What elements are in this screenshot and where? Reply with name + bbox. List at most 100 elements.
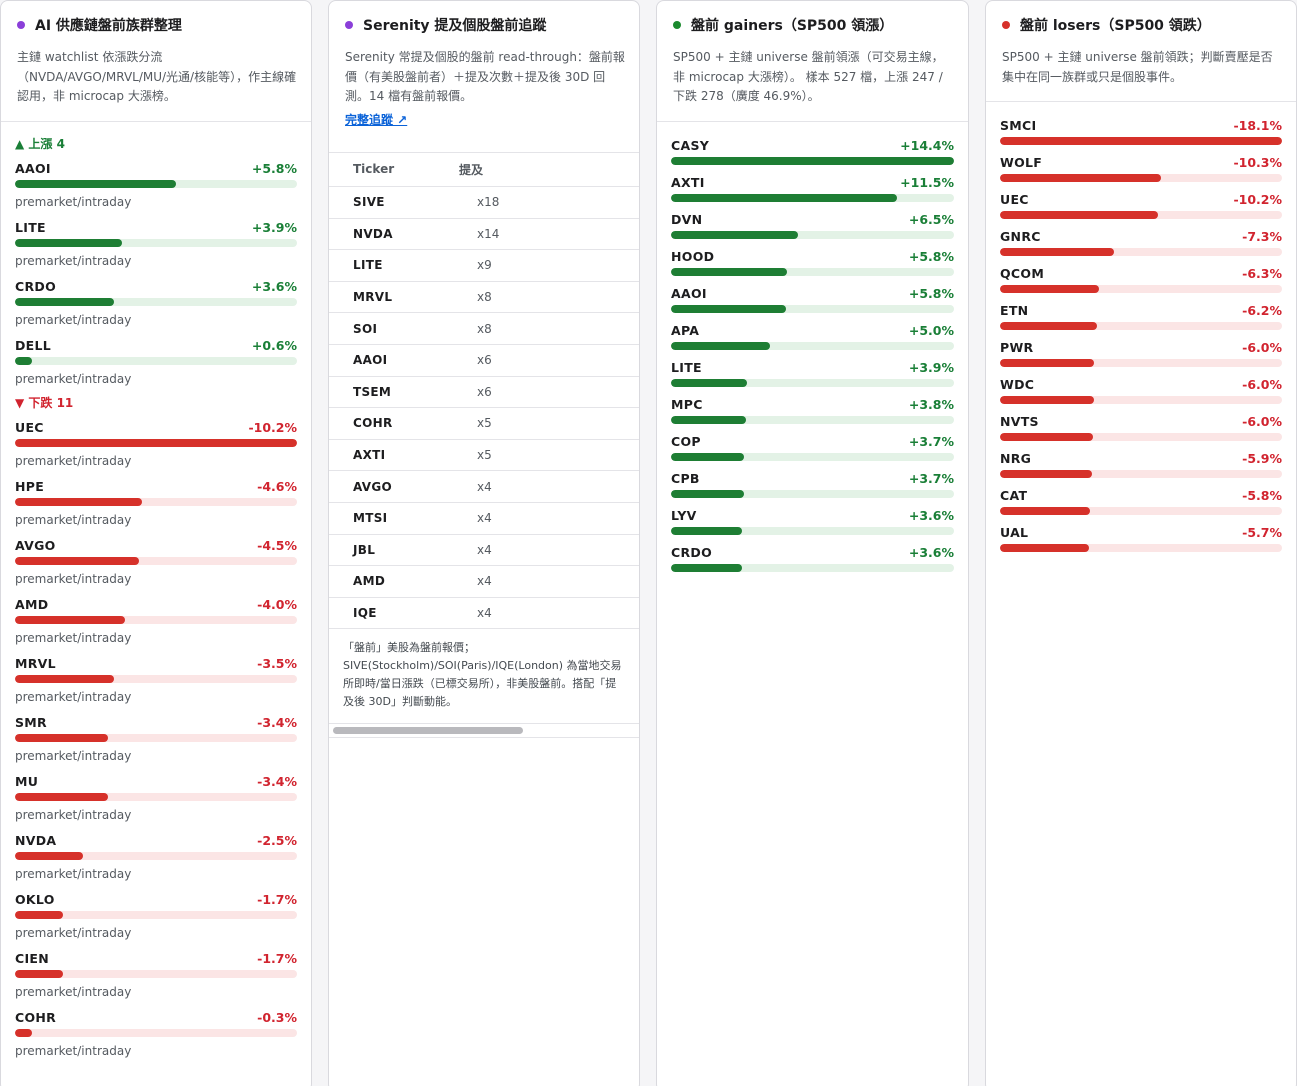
change-bar-fill [1000,544,1089,552]
session-note: premarket/intraday [15,808,132,822]
ticker-row[interactable]: AVGO -4.5% premarket/intraday [15,536,297,589]
ticker-row[interactable]: NRG -5.9% [1000,449,1282,478]
ticker-row[interactable]: SMR -3.4% premarket/intraday [15,713,297,766]
ticker-row[interactable]: MU -3.4% premarket/intraday [15,772,297,825]
ticker-row[interactable]: CAT -5.8% [1000,486,1282,515]
change-bar-track [15,298,297,306]
ticker-row[interactable]: UEC -10.2% premarket/intraday [15,418,297,471]
change-bar-fill [1000,211,1158,219]
mentions-table-container[interactable]: Ticker 提及 SIVEx180.0%·StockhNVDAx14-2.LI… [329,151,639,630]
ticker-row[interactable]: UEC -10.2% [1000,190,1282,219]
session-note: premarket/intraday [15,454,132,468]
session-note: premarket/intraday [15,254,132,268]
mention-count-cell: x6 [435,344,531,377]
change-bar-track [1000,470,1282,478]
ticker-symbol: MU [15,773,39,789]
ticker-row[interactable]: HOOD +5.8% [671,247,954,276]
ticker-row[interactable]: COP +3.7% [671,432,954,461]
change-bar-track [15,357,297,365]
ticker-row-header: CASY +14.4% [671,136,954,154]
change-bar-track [1000,248,1282,256]
ticker-symbol: HPE [15,478,45,494]
change-bar-fill [671,268,788,276]
ticker-row-header: PWR -6.0% [1000,338,1282,356]
ticker-row[interactable]: CRDO +3.6% [671,543,954,572]
ticker-row[interactable]: COHR -0.3% premarket/intraday [15,1008,297,1061]
change-bar-track [671,342,954,350]
ticker-row[interactable]: AMD -4.0% premarket/intraday [15,595,297,648]
mention-count-cell: x8 [435,312,531,345]
ticker-row[interactable]: AAOI +5.8% premarket/intraday [15,159,297,212]
mention-count-cell: x6 [435,376,531,409]
change-bar-fill [671,416,746,424]
ticker-row[interactable]: CRDO +3.6% premarket/intraday [15,277,297,330]
ticker-row[interactable]: LITE +3.9% [671,358,954,387]
ticker-row[interactable]: CASY +14.4% [671,136,954,165]
ticker-row[interactable]: LYV +3.6% [671,506,954,535]
change-bar-fill [1000,470,1092,478]
session-note: premarket/intraday [15,631,132,645]
ticker-row[interactable]: WOLF -10.3% [1000,153,1282,182]
ticker-row[interactable]: ETN -6.2% [1000,301,1282,330]
up-list: AAOI +5.8% premarket/intraday LITE +3.9% prem… [15,159,297,389]
ticker-row[interactable]: CIEN -1.7% premarket/intraday [15,949,297,1002]
ticker-row[interactable]: AAOI +5.8% [671,284,954,313]
change-bar-fill [15,439,297,447]
ticker-row[interactable]: DELL +0.6% premarket/intraday [15,336,297,389]
table-row[interactable]: SIVEx180.0%·Stockh [329,186,639,219]
ticker-row-header: LYV +3.6% [671,506,954,524]
table-header-row: Ticker 提及 [329,152,639,187]
session-note: premarket/intraday [15,1044,132,1058]
ticker-row[interactable]: QCOM -6.3% [1000,264,1282,293]
full-tracking-link[interactable]: 完整追蹤 ↗ [345,112,408,127]
change-bar-fill [15,734,109,742]
ticker-row[interactable]: AXTI +11.5% [671,173,954,202]
ticker-row[interactable]: APA +5.0% [671,321,954,350]
premarket-change-cell: -4. [531,470,639,503]
session-note: premarket/intraday [15,985,132,999]
ticker-row[interactable]: GNRC -7.3% [1000,227,1282,256]
mention-count-cell: x5 [435,407,531,440]
ticker-row[interactable]: OKLO -1.7% premarket/intraday [15,890,297,943]
ticker-row[interactable]: HPE -4.6% premarket/intraday [15,477,297,530]
change-percent: -3.4% [257,714,297,730]
ticker-row[interactable]: SMCI -18.1% [1000,116,1282,145]
ticker-row[interactable]: MPC +3.8% [671,395,954,424]
scrollbar-thumb[interactable] [333,727,523,735]
column-header-mentions[interactable]: 提及 [435,152,531,187]
status-dot-icon [673,21,681,29]
ticker-row[interactable]: UAL -5.7% [1000,523,1282,552]
ticker-row[interactable]: NVTS -6.0% [1000,412,1282,441]
ticker-row[interactable]: WDC -6.0% [1000,375,1282,404]
ticker-row[interactable]: PWR -6.0% [1000,338,1282,367]
column-header-ticker[interactable]: Ticker [329,152,435,187]
change-bar-track [671,268,954,276]
down-group-label: ▼ 下跌 11 [15,396,74,410]
ticker-row-header: AAOI +5.8% [671,284,954,302]
ticker-row[interactable]: MRVL -3.5% premarket/intraday [15,654,297,707]
ticker-row-header: HOOD +5.8% [671,247,954,265]
column-header-premarket[interactable] [531,152,639,187]
ticker-symbol: CRDO [671,544,713,560]
premarket-change-cell: -3. [531,281,639,314]
horizontal-scrollbar[interactable] [329,724,639,739]
ticker-row[interactable]: DVN +6.5% [671,210,954,239]
ticker-row[interactable]: CPB +3.7% [671,469,954,498]
change-bar-fill [1000,137,1282,145]
ticker-row[interactable]: LITE +3.9% premarket/intraday [15,218,297,271]
card-header: 盤前 gainers（SP500 領漲） SP500 + 主鏈 universe… [657,1,968,122]
ticker-row[interactable]: NVDA -2.5% premarket/intraday [15,831,297,884]
table-row[interactable]: IQEx40.0%·Lor [329,597,639,630]
